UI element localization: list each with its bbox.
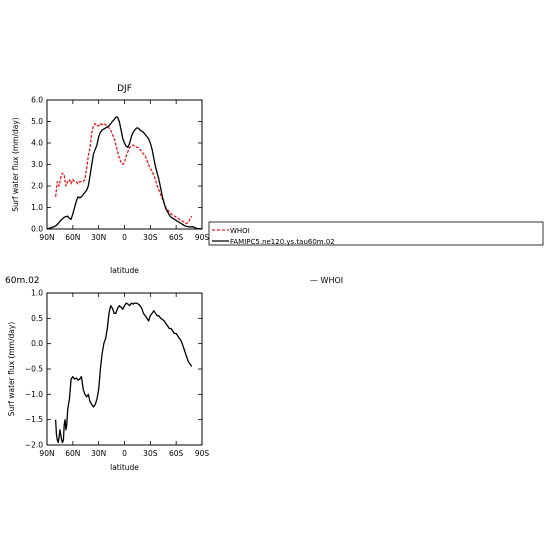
- series-lines: [46, 116, 203, 230]
- x-tick-label: 0: [122, 233, 127, 242]
- y-tick-label: −1.0: [25, 390, 43, 399]
- y-tick-label: −0.5: [25, 365, 43, 374]
- whoi-series-line: [54, 122, 193, 225]
- y-axis-label: Surf water flux (mm/day): [11, 117, 20, 212]
- djf-panel: DJF latitude Surf water flux (mm/day) 90…: [11, 84, 209, 275]
- y-tick-label: 5.0: [31, 117, 43, 126]
- y-tick-label: −2.0: [25, 441, 43, 450]
- x-tick-label: 60N: [65, 449, 80, 458]
- axis-ticks: 90N 60N 30N 0 30S 60S 90S 0.0 1.0 2.0 3.0 4.0 5.0 6.0: [31, 96, 209, 243]
- truncated-legend-label: — WHOI: [310, 276, 343, 285]
- y-tick-label: 4.0: [31, 139, 43, 148]
- axis-ticks: 90N 60N 30N 0 30S 60S 90S −2.0 −1.5 −1.0 −0.5 0.0 0.…: [25, 289, 210, 459]
- y-tick-label: 0.0: [31, 339, 43, 348]
- plot-frame: [46, 99, 203, 230]
- y-tick-label: 6.0: [31, 96, 43, 105]
- y-tick-label: −1.5: [25, 415, 43, 424]
- x-tick-label: 30N: [91, 449, 106, 458]
- chart-title: DJF: [117, 84, 132, 94]
- x-tick-label: 90S: [195, 449, 210, 458]
- legend-label-model: FAMIPC5.ne120.ys.tau60m.02: [230, 238, 335, 246]
- x-tick-label: 60S: [169, 449, 184, 458]
- difference-series-line: [54, 302, 193, 444]
- y-tick-label: 3.0: [31, 160, 43, 169]
- x-tick-label: 30N: [91, 233, 106, 242]
- x-axis-label: latitude: [110, 266, 139, 275]
- series-lines: [54, 302, 193, 444]
- truncated-case-label: 60m.02: [5, 276, 40, 286]
- x-tick-label: 30S: [143, 449, 158, 458]
- x-tick-label: 60N: [65, 233, 80, 242]
- y-axis-label: Surf water flux (mm/day): [7, 322, 16, 417]
- x-tick-label: 90S: [195, 233, 210, 242]
- y-tick-label: 1.0: [31, 289, 43, 298]
- x-tick-label: 30S: [143, 233, 158, 242]
- x-axis-label: latitude: [110, 463, 139, 472]
- plot-frame: [46, 292, 203, 446]
- x-tick-label: 90N: [39, 233, 54, 242]
- difference-panel: latitude Surf water flux (mm/day) 90N 60N…: [7, 289, 209, 473]
- y-tick-label: 2.0: [31, 182, 43, 191]
- y-tick-label: 1.0: [31, 203, 43, 212]
- y-tick-label: 0.0: [31, 225, 43, 234]
- x-tick-label: 0: [122, 449, 127, 458]
- legend-label-whoi: WHOI: [230, 227, 250, 235]
- y-tick-label: 0.5: [31, 314, 43, 323]
- famipc5-ne120-ys-tau60m-02-series-line: [46, 116, 203, 230]
- legend-box: [208, 221, 544, 246]
- x-tick-label: 90N: [39, 449, 54, 458]
- legend: WHOI FAMIPC5.ne120.ys.tau60m.02: [208, 221, 544, 246]
- x-tick-label: 60S: [169, 233, 184, 242]
